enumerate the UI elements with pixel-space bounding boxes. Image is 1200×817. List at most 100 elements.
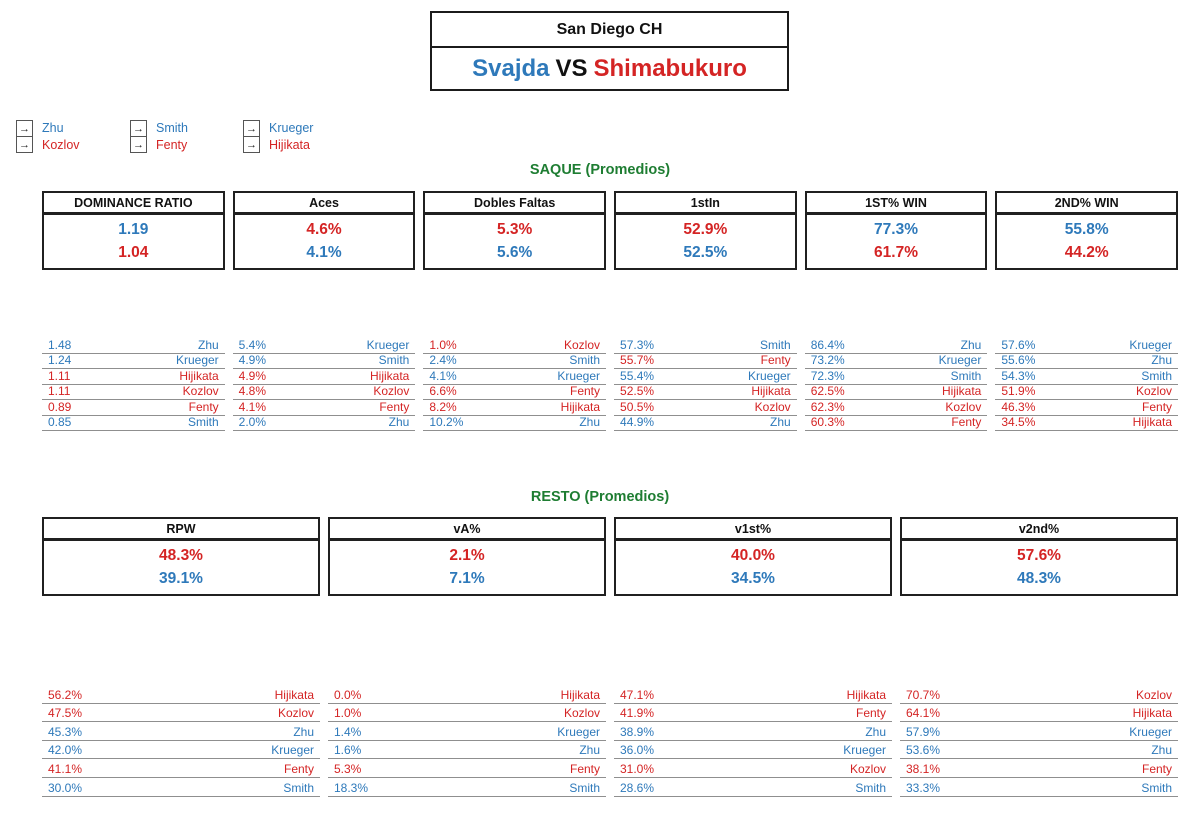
list-row: 57.9% Krueger	[900, 722, 1178, 741]
stat-value-top: 48.3%	[159, 547, 203, 564]
legend-names: Zhu Kozlov	[42, 120, 80, 153]
legend-player-blue: Krueger	[269, 121, 314, 135]
legend-group-zhu: → → Zhu Kozlov	[16, 120, 80, 153]
row-player: Fenty	[951, 415, 982, 429]
row-player: Krueger	[271, 743, 314, 758]
list-row: 47.1% Hijikata	[614, 685, 892, 704]
row-player: Smith	[187, 415, 219, 429]
row-player: Hijikata	[179, 368, 219, 383]
row-player: Kozlov	[373, 384, 410, 398]
stat-label: v2nd%	[902, 519, 1176, 541]
row-player: Krueger	[557, 368, 601, 383]
stat-label: DOMINANCE RATIO	[44, 193, 223, 215]
list-row: 51.9% Kozlov	[995, 385, 1179, 400]
row-player: Krueger	[557, 724, 600, 739]
row-value: 1.48	[48, 337, 72, 352]
row-value: 70.7%	[906, 687, 941, 702]
row-value: 31.0%	[620, 761, 655, 776]
row-value: 10.2%	[429, 415, 464, 429]
list-row: 62.3% Kozlov	[804, 399, 988, 416]
stat-value-top: 77.3%	[874, 221, 918, 238]
stat-value-top: 57.6%	[1017, 547, 1061, 564]
row-player: Hijikata	[751, 384, 791, 398]
row-value: 86.4%	[810, 337, 845, 352]
row-value: 1.0%	[334, 706, 362, 721]
list-row: 41.1% Fenty	[42, 759, 320, 778]
stat-values: 57.6% 48.3%	[902, 541, 1176, 594]
goto-player-arrow-icon[interactable]: →	[16, 120, 33, 137]
list-row: 5.3% Fenty	[328, 759, 606, 778]
row-value: 30.0%	[48, 780, 83, 795]
row-player: Fenty	[855, 706, 886, 721]
list-row: 44.9% Zhu	[614, 416, 797, 431]
row-value: 2.4%	[429, 353, 457, 367]
stat-values: 1.19 1.04	[44, 215, 223, 268]
row-player: Zhu	[388, 415, 410, 429]
row-value: 1.6%	[334, 743, 362, 758]
list-row: 6.6% Fenty	[423, 384, 607, 400]
row-value: 62.3%	[810, 399, 845, 414]
stat-value-top: 2.1%	[449, 547, 485, 564]
row-player: Fenty	[1142, 399, 1173, 414]
row-value: 50.5%	[620, 399, 655, 414]
goto-player-arrow-icon[interactable]: →	[130, 136, 147, 153]
list-row: 55.6% Zhu	[995, 353, 1179, 369]
row-value: 64.1%	[906, 706, 941, 721]
row-value: 47.1%	[620, 687, 655, 702]
row-player: Fenty	[283, 761, 314, 776]
row-value: 55.6%	[1001, 353, 1036, 367]
list-row: 52.5% Hijikata	[614, 384, 797, 400]
list-row: 1.0% Kozlov	[328, 704, 606, 723]
list-row: 1.11 Hijikata	[42, 369, 225, 385]
row-player: Krueger	[938, 353, 982, 367]
list-row: 31.0% Kozlov	[614, 759, 892, 778]
goto-player-arrow-icon[interactable]: →	[16, 136, 33, 153]
row-value: 34.5%	[1001, 415, 1036, 429]
stat-value-bottom: 1.04	[118, 244, 149, 261]
ranked-list-aces: 5.4% Krueger 4.9% Smith 4.9% Hijikata 4.8% Kozl…	[232, 337, 416, 431]
row-player: Smith	[569, 780, 600, 795]
stat-values: 40.0% 34.5%	[616, 541, 890, 594]
stat-values: 4.6% 4.1%	[235, 215, 414, 268]
row-value: 1.0%	[429, 337, 457, 352]
row-value: 4.9%	[238, 368, 267, 383]
row-value: 8.2%	[429, 399, 457, 414]
stat-box-v2nd: v2nd% 57.6% 48.3%	[900, 517, 1178, 596]
row-value: 46.3%	[1001, 399, 1036, 414]
ranked-list-rpw: 56.2% Hijikata 47.5% Kozlov 45.3% Zhu 42.0% Kru…	[42, 685, 320, 797]
stat-values: 48.3% 39.1%	[44, 541, 318, 594]
stat-label: 1ST% WIN	[806, 193, 986, 215]
list-row: 18.3% Smith	[328, 778, 606, 797]
goto-player-arrow-icon[interactable]: →	[243, 120, 260, 137]
row-player: Hijikata	[369, 368, 410, 383]
row-player: Zhu	[865, 724, 886, 739]
row-value: 1.11	[48, 368, 71, 383]
list-row: 64.1% Hijikata	[900, 704, 1178, 723]
list-row: 33.3% Smith	[900, 778, 1178, 797]
row-player: Fenty	[1141, 761, 1172, 776]
row-value: 55.4%	[620, 368, 655, 383]
goto-player-arrow-icon[interactable]: →	[243, 136, 260, 153]
legend-buttons: → →	[16, 120, 33, 153]
row-player: Hijikata	[274, 687, 314, 702]
ranked-list-v1st: 47.1% Hijikata 41.9% Fenty 38.9% Zhu 36.0% Krue…	[614, 685, 892, 797]
player1-name: Svajda	[472, 55, 550, 82]
row-player: Krueger	[366, 337, 410, 352]
list-row: 0.0% Hijikata	[328, 685, 606, 704]
row-value: 6.6%	[429, 384, 457, 398]
stat-values: 2.1% 7.1%	[330, 541, 604, 594]
list-row: 38.1% Fenty	[900, 759, 1178, 778]
list-row: 70.7% Kozlov	[900, 685, 1178, 704]
goto-player-arrow-icon[interactable]: →	[130, 120, 147, 137]
stat-value-bottom: 48.3%	[1017, 570, 1061, 587]
row-value: 1.4%	[334, 724, 362, 739]
list-row: 47.5% Kozlov	[42, 704, 320, 723]
list-row: 56.2% Hijikata	[42, 685, 320, 704]
row-value: 53.6%	[906, 743, 941, 758]
stat-value-top: 1.19	[118, 221, 149, 238]
stat-box-dominance-ratio: DOMINANCE RATIO 1.19 1.04	[42, 191, 225, 270]
row-player: Smith	[1141, 368, 1173, 383]
list-row: 41.9% Fenty	[614, 704, 892, 723]
list-row: 42.0% Krueger	[42, 741, 320, 760]
list-row: 46.3% Fenty	[995, 399, 1179, 416]
